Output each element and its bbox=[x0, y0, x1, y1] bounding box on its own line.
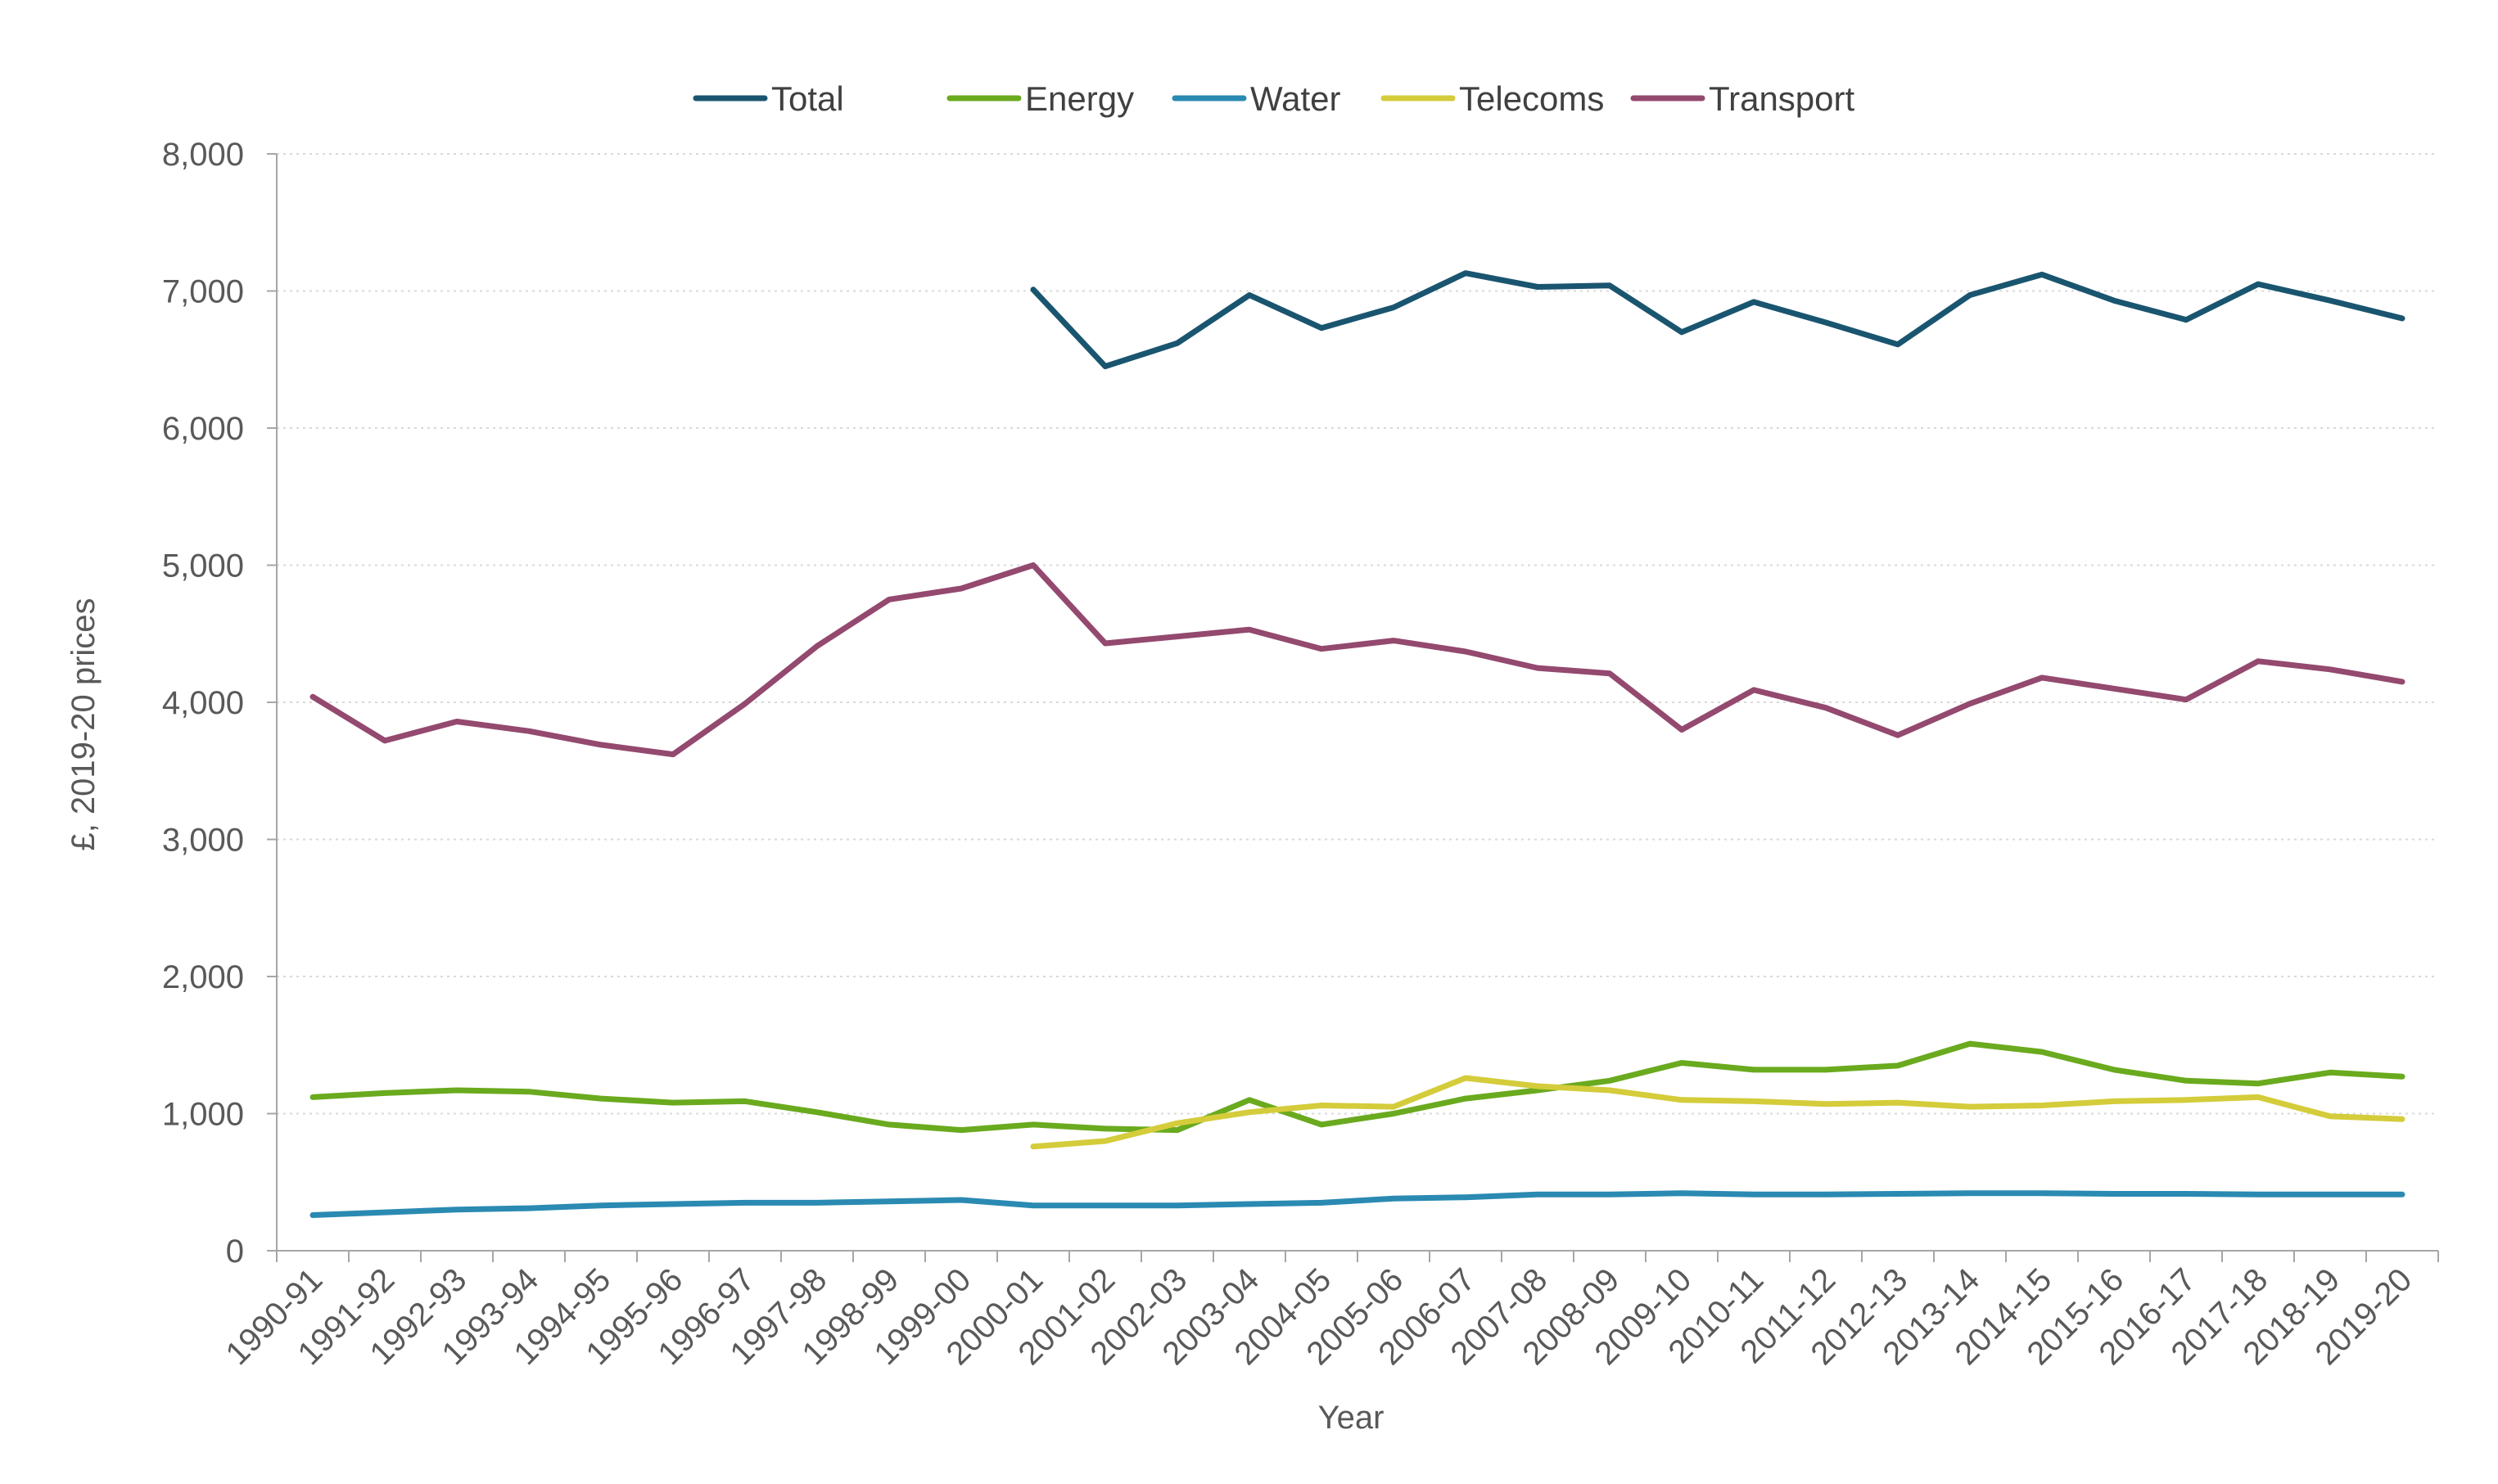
axes: 0 1,000 2,000 3,000 4,000 5,000 6,000 7,000 8,00… bbox=[162, 137, 2439, 1372]
series-line-energy bbox=[309, 1040, 2405, 1134]
legend-label-transport: Transport bbox=[1709, 79, 1855, 118]
y-tick-label: 5,000 bbox=[162, 548, 244, 584]
legend: Total Energy Water Telecoms Transport bbox=[693, 79, 1855, 118]
gridlines bbox=[277, 153, 2438, 1115]
legend-label-energy: Energy bbox=[1025, 79, 1134, 118]
y-tick-label: 3,000 bbox=[162, 823, 244, 859]
legend-label-water: Water bbox=[1250, 79, 1340, 118]
y-tick-label: 4,000 bbox=[162, 685, 244, 721]
y-tick-label: 0 bbox=[226, 1234, 244, 1270]
series-line-transport bbox=[309, 562, 2405, 758]
series-lines bbox=[309, 270, 2405, 1218]
y-tick-label: 2,000 bbox=[162, 959, 244, 995]
y-tick-label: 7,000 bbox=[162, 274, 244, 310]
y-tick-label: 8,000 bbox=[162, 137, 244, 173]
y-tick-label: 6,000 bbox=[162, 411, 244, 447]
series-line-total bbox=[1030, 270, 2405, 370]
legend-label-total: Total bbox=[771, 79, 844, 118]
series-line-water bbox=[309, 1190, 2405, 1218]
legend-label-telecoms: Telecoms bbox=[1459, 79, 1604, 118]
series-line-telecoms bbox=[1030, 1075, 2405, 1150]
y-tick-label: 1,000 bbox=[162, 1097, 244, 1133]
x-axis-title: Year bbox=[1318, 1400, 1385, 1436]
y-axis-title: £, 2019-20 prices bbox=[65, 598, 102, 850]
